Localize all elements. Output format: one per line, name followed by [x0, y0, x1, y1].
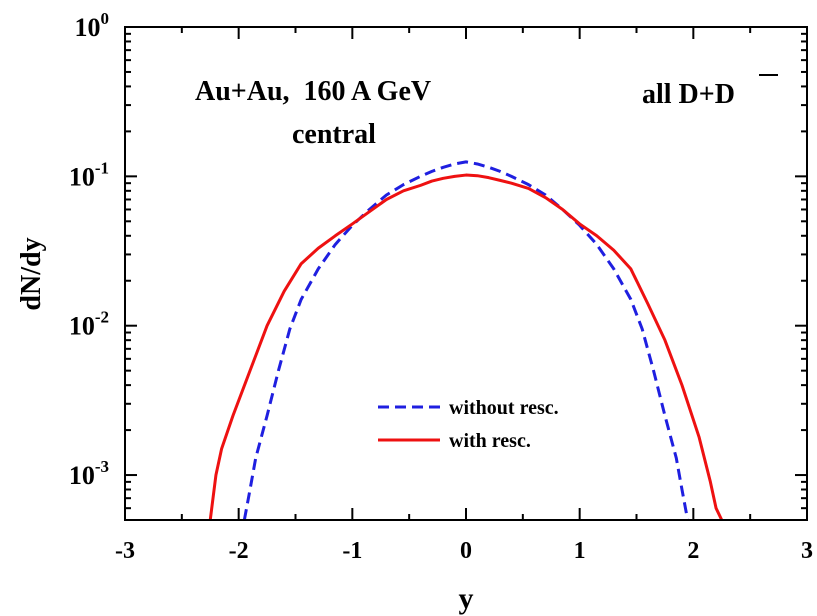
annotation-system: Au+Au, 160 A GeV	[195, 76, 431, 107]
x-tick-label: -2	[229, 538, 249, 564]
series-line-with-resc	[208, 173, 724, 521]
y-tick-exponent: 0	[101, 9, 110, 28]
y-tick-label: 10-3	[69, 457, 109, 490]
y-tick-exponent: -3	[95, 457, 109, 476]
x-tick-label: 2	[687, 538, 699, 564]
series-line-without-resc	[242, 160, 690, 521]
legend-label-with-resc: with resc.	[449, 430, 531, 452]
x-tick-label: -3	[115, 538, 135, 564]
x-tick-label: -1	[342, 538, 362, 564]
y-tick-base: 10	[69, 162, 95, 191]
legend: without resc. with resc.	[378, 397, 559, 452]
y-tick-label: 10-1	[69, 158, 109, 191]
y-tick-exponent: -1	[95, 158, 109, 177]
x-tick-label: 3	[801, 538, 813, 564]
y-tick-base: 10	[75, 13, 101, 42]
x-tick-labels: -3 -2 -1 0 1 2 3	[115, 538, 813, 564]
legend-label-without-resc: without resc.	[449, 397, 559, 419]
y-tick-base: 10	[69, 312, 95, 341]
y-tick-label: 100	[75, 9, 110, 42]
annotation-centrality: central	[292, 119, 376, 150]
annotation-particles: all D+D	[642, 79, 735, 110]
series-layer	[208, 160, 724, 521]
y-axis-label: dN/dy	[16, 237, 47, 310]
plot-frame	[124, 26, 808, 521]
y-tick-label: 10-2	[69, 308, 109, 341]
y-tick-exponent: -2	[95, 308, 109, 327]
x-tick-label: 0	[460, 538, 472, 564]
y-tick-base: 10	[69, 461, 95, 490]
y-tick-labels: 100 10-1 10-2 10-3	[69, 9, 109, 490]
x-axis-label: y	[459, 582, 474, 615]
x-tick-label: 1	[574, 538, 586, 564]
